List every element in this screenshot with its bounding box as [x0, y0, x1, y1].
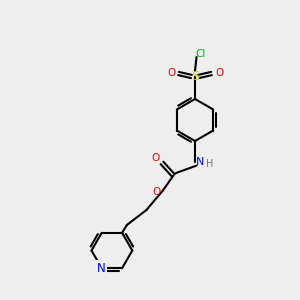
Text: S: S	[191, 70, 199, 83]
Text: N: N	[97, 262, 106, 275]
Text: O: O	[215, 68, 223, 79]
Text: H: H	[206, 159, 213, 170]
Text: O: O	[151, 153, 160, 164]
Text: N: N	[196, 157, 205, 167]
Text: Cl: Cl	[196, 49, 206, 59]
Text: O: O	[167, 68, 175, 79]
Text: O: O	[152, 187, 160, 197]
